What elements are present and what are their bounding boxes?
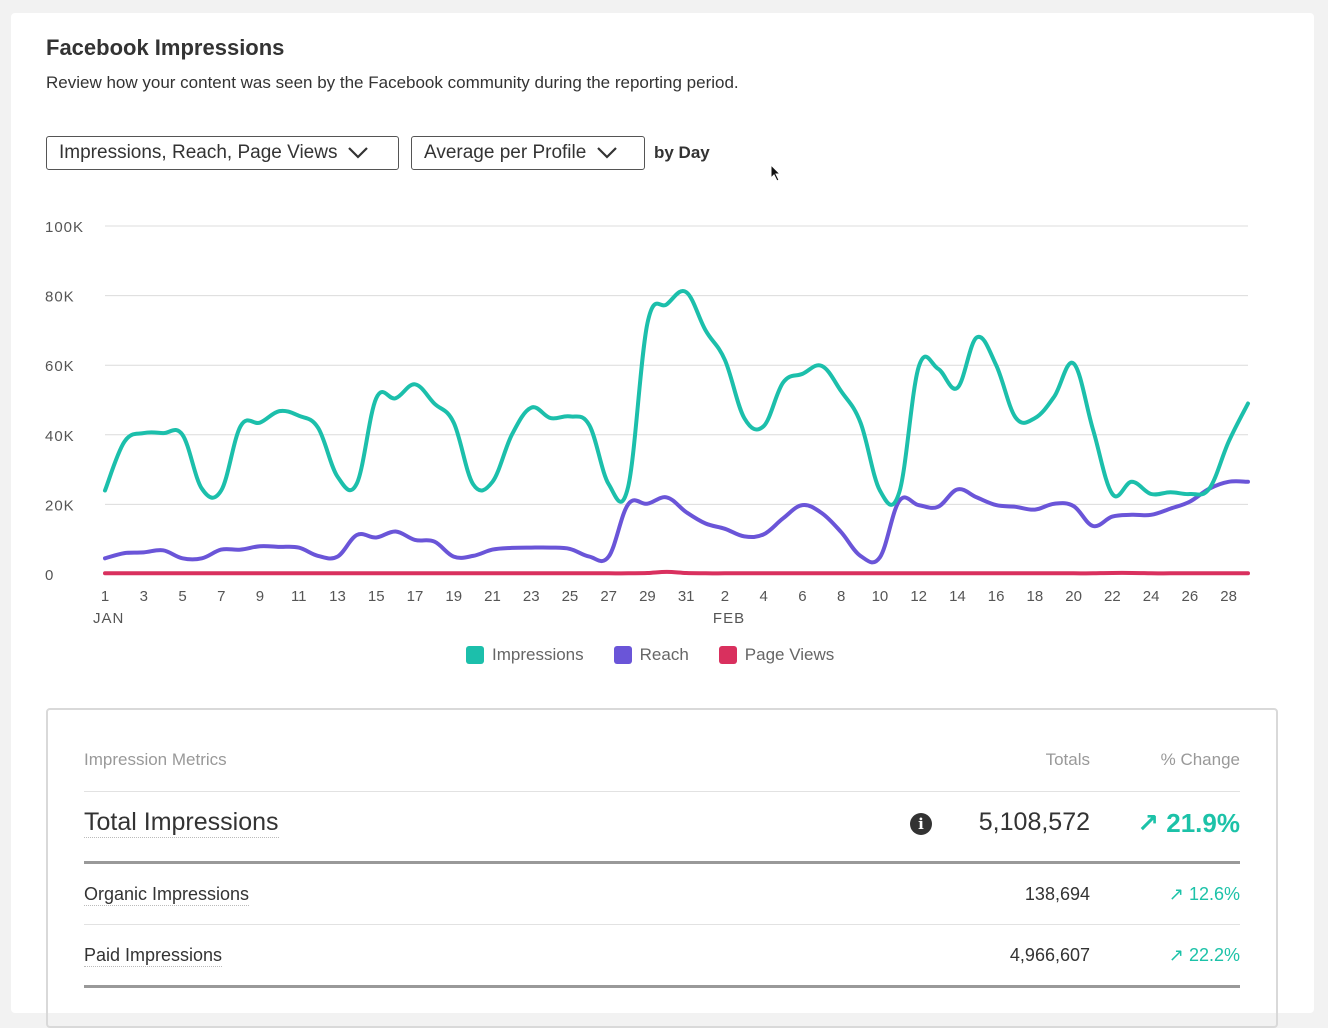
x-tick-label: 24 <box>1143 588 1160 605</box>
metric-dropdown-label: Impressions, Reach, Page Views <box>59 142 338 163</box>
y-tick-label: 0 <box>45 567 54 584</box>
table-row-total-impressions: Total Impressions i 5,108,572 ↗ 21.9% <box>84 808 1240 844</box>
divider <box>84 985 1240 988</box>
y-tick-label: 20K <box>45 497 75 514</box>
x-tick-label: 2 <box>721 588 729 605</box>
legend-item-page-views[interactable]: Page Views <box>718 645 835 665</box>
column-header-change: % Change <box>1160 750 1240 769</box>
x-tick-label: 28 <box>1220 588 1237 605</box>
chevron-down-icon <box>347 146 369 160</box>
divider <box>84 924 1240 925</box>
aggregation-dropdown-label: Average per Profile <box>424 142 587 163</box>
metrics-table: Impression Metrics Totals % Change Total… <box>46 708 1278 1028</box>
table-row: Organic Impressions 138,694 ↗ 12.6% <box>84 884 1240 910</box>
metric-change-value: 21.9% <box>1166 808 1240 838</box>
x-tick-label: 5 <box>178 588 186 605</box>
legend-item-reach[interactable]: Reach <box>613 645 689 665</box>
metric-total-value: 4,966,607 <box>1009 945 1090 965</box>
x-tick-label: 23 <box>523 588 540 605</box>
divider <box>84 861 1240 864</box>
x-tick-label: 1 <box>101 588 109 605</box>
y-tick-label: 60K <box>45 358 75 375</box>
impressions-card: Facebook Impressions Review how your con… <box>11 13 1314 1028</box>
metric-change-value: 22.2% <box>1188 945 1240 965</box>
page-title: Facebook Impressions <box>46 35 285 60</box>
x-tick-label: 7 <box>217 588 225 605</box>
x-tick-label: 25 <box>562 588 579 605</box>
x-tick-label: 8 <box>837 588 845 605</box>
metric-name[interactable]: Total Impressions <box>84 808 279 838</box>
x-tick-label: 27 <box>600 588 617 605</box>
x-tick-label: 29 <box>639 588 656 605</box>
chart-legend: Impressions Reach Page Views <box>466 645 864 665</box>
legend-label: Impressions <box>492 645 584 664</box>
column-header-totals: Totals <box>1045 750 1090 769</box>
x-tick-label: 11 <box>291 588 307 605</box>
x-tick-label: 21 <box>484 588 501 605</box>
legend-label: Reach <box>639 645 689 664</box>
metric-change: ↗ 22.2% <box>1169 945 1240 966</box>
chevron-down-icon <box>596 146 618 160</box>
x-tick-label: 13 <box>329 588 346 605</box>
metric-name[interactable]: Organic Impressions <box>84 884 250 906</box>
x-tick-label: 31 <box>678 588 695 605</box>
x-tick-label: 3 <box>140 588 148 605</box>
x-tick-label: 6 <box>798 588 806 605</box>
x-tick-label: 26 <box>1182 588 1199 605</box>
y-tick-label: 80K <box>45 289 75 306</box>
info-icon[interactable]: i <box>910 813 932 835</box>
x-tick-label: 10 <box>872 588 889 605</box>
metric-total-value: 138,694 <box>1024 884 1090 904</box>
arrow-up-right-icon: ↗ <box>1137 808 1160 838</box>
x-tick-label: 9 <box>256 588 264 605</box>
period-label: by Day <box>654 143 710 162</box>
x-tick-label: 12 <box>910 588 927 605</box>
legend-item-impressions[interactable]: Impressions <box>466 645 584 665</box>
month-label: FEB <box>713 610 745 627</box>
series-line-impressions <box>103 289 1250 507</box>
page-subtitle: Review how your content was seen by the … <box>46 73 739 92</box>
metric-name[interactable]: Paid Impressions <box>84 945 223 967</box>
legend-label: Page Views <box>744 645 835 664</box>
table-row: Paid Impressions 4,966,607 ↗ 22.2% <box>84 945 1240 971</box>
arrow-up-right-icon: ↗ <box>1168 884 1184 904</box>
month-label: JAN <box>93 610 124 627</box>
metric-total-value: 5,108,572 <box>978 808 1090 836</box>
metric-total: i 5,108,572 <box>910 808 1090 842</box>
cursor-icon <box>770 163 782 187</box>
series-line-reach <box>103 479 1250 565</box>
x-tick-label: 14 <box>949 588 966 605</box>
aggregation-dropdown[interactable]: Average per Profile <box>411 136 645 170</box>
series-line-page-views <box>103 569 1250 576</box>
legend-swatch <box>466 646 484 664</box>
x-tick-label: 22 <box>1104 588 1121 605</box>
metric-change: ↗ 12.6% <box>1169 884 1240 905</box>
x-tick-label: 20 <box>1065 588 1082 605</box>
divider <box>84 791 1240 792</box>
column-header-metric: Impression Metrics <box>84 750 227 769</box>
metric-change-value: 12.6% <box>1188 884 1240 904</box>
y-tick-label: 100K <box>45 219 84 236</box>
x-tick-label: 18 <box>1027 588 1044 605</box>
arrow-up-right-icon: ↗ <box>1168 945 1184 965</box>
metric-dropdown[interactable]: Impressions, Reach, Page Views <box>46 136 399 170</box>
x-tick-label: 15 <box>368 588 385 605</box>
metric-change: ↗ 21.9% <box>1137 808 1240 839</box>
x-tick-label: 4 <box>760 588 768 605</box>
y-tick-label: 40K <box>45 428 75 445</box>
legend-swatch <box>718 646 737 664</box>
x-tick-label: 17 <box>407 588 424 605</box>
legend-swatch <box>613 646 632 664</box>
x-tick-label: 16 <box>988 588 1005 605</box>
x-tick-label: 19 <box>445 588 462 605</box>
